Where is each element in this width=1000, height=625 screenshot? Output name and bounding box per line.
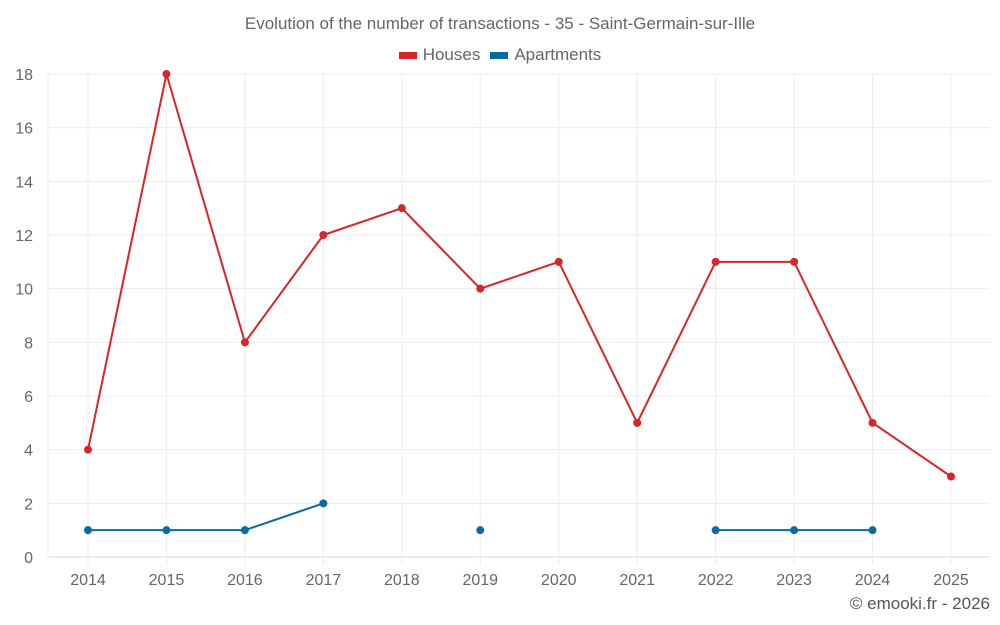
legend-item-apartments[interactable]: Apartments: [490, 45, 601, 65]
data-point-houses: [947, 472, 955, 481]
data-point-apartments: [476, 526, 485, 535]
legend-swatch-apartments: [490, 51, 509, 59]
x-tick-label: 2014: [70, 572, 106, 589]
x-tick-label: 2023: [776, 572, 812, 589]
x-tick-label: 2018: [384, 572, 420, 589]
x-tick-label: 2025: [933, 572, 969, 589]
data-point-apartments: [868, 526, 877, 535]
chart-title: Evolution of the number of transactions …: [244, 14, 756, 33]
x-tick-label: 2024: [855, 572, 891, 589]
y-tick-label: 14: [15, 174, 33, 191]
x-tick-label: 2015: [149, 572, 185, 589]
y-tick-label: 2: [24, 496, 33, 513]
x-tick-label: 2016: [227, 572, 263, 589]
data-point-houses: [476, 284, 485, 293]
data-point-houses: [790, 257, 799, 266]
series-line-apartments: [88, 502, 324, 532]
x-tick-label: 2021: [619, 572, 655, 589]
series-line-houses: [87, 73, 952, 478]
x-tick-label: 2022: [698, 572, 734, 589]
data-point-houses: [554, 257, 563, 266]
data-point-houses: [319, 231, 328, 239]
data-point-apartments: [84, 526, 92, 535]
credit-text: © emooki.fr - 2026: [849, 594, 990, 613]
y-tick-label: 0: [24, 550, 33, 567]
x-tick-label: 2017: [306, 572, 342, 589]
x-tick-label: 2019: [462, 572, 498, 589]
y-tick-label: 18: [15, 67, 33, 84]
data-point-apartments: [240, 526, 249, 535]
legend: Houses Apartments: [0, 45, 1000, 65]
y-tick-label: 6: [24, 389, 33, 406]
data-point-houses: [397, 204, 406, 213]
y-tick-label: 16: [15, 121, 33, 138]
data-point-houses: [240, 338, 249, 347]
data-point-apartments: [319, 499, 328, 508]
data-point-houses: [711, 257, 720, 266]
data-point-houses: [162, 70, 171, 78]
y-tick-label: 10: [15, 282, 33, 299]
x-tick-label: 2020: [541, 572, 577, 589]
legend-label-houses: Houses: [422, 45, 481, 64]
y-tick-label: 8: [24, 335, 33, 352]
data-point-houses: [633, 418, 642, 427]
legend-label-apartments: Apartments: [514, 45, 602, 64]
data-point-apartments: [162, 526, 171, 535]
data-point-houses: [84, 445, 92, 454]
y-tick-label: 12: [15, 228, 33, 245]
data-point-apartments: [790, 526, 799, 535]
legend-item-houses[interactable]: Houses: [398, 45, 481, 65]
legend-swatch-houses: [398, 51, 417, 59]
data-point-apartments: [711, 526, 720, 535]
data-point-houses: [868, 418, 877, 427]
y-tick-label: 4: [24, 443, 33, 460]
